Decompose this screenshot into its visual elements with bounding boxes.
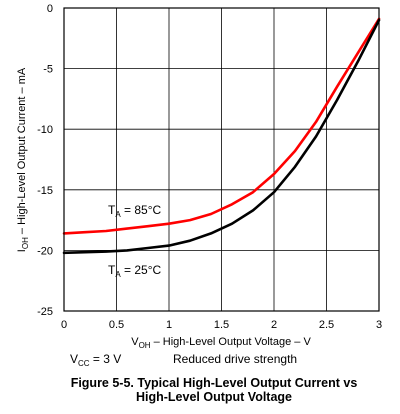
y-tick-label-0: 0 — [47, 3, 53, 15]
y-tick-label-2: -10 — [37, 124, 53, 136]
vcc-label: VCC = 3 V — [70, 352, 121, 368]
x-tick-label-1: 0.5 — [109, 319, 124, 331]
series-line-ta-25c — [62, 18, 381, 255]
label-25c: TA = 25°C — [108, 263, 162, 279]
series-line-ta-85c — [62, 17, 381, 235]
y-tick-label-3: -15 — [37, 185, 53, 197]
x-title-sub: OH — [139, 341, 151, 350]
x-axis-title: VOH – High-Level Output Voltage – V — [131, 336, 311, 350]
x-tick-label-6: 3 — [376, 319, 382, 331]
y-tick-label-1: -5 — [43, 64, 53, 76]
y-tick-label-5: -25 — [37, 306, 53, 318]
x-tick-label-2: 1 — [166, 319, 172, 331]
caption-line-2: High-Level Output Voltage — [136, 390, 292, 404]
x-axis-ticks: 0 0.5 1 1.5 2 2.5 3 — [61, 319, 382, 331]
y-axis-title: IOH – High-Level Output Current – mA — [16, 67, 30, 252]
x-tick-label-0: 0 — [61, 319, 67, 331]
series-layer — [62, 17, 381, 255]
x-tick-label-4: 2 — [271, 319, 277, 331]
y-tick-label-4: -20 — [37, 245, 53, 257]
y-axis-ticks: 0 -5 -10 -15 -20 -25 — [37, 3, 53, 318]
label-85c: TA = 85°C — [108, 203, 162, 219]
drive-strength-label: Reduced drive strength — [173, 352, 297, 366]
y-title-sub: OH — [21, 237, 30, 249]
caption-line-1: Figure 5-5. Typical High-Level Output Cu… — [71, 376, 358, 390]
x-tick-label-3: 1.5 — [214, 319, 229, 331]
x-tick-label-5: 2.5 — [319, 319, 334, 331]
plot-frame — [63, 7, 380, 312]
